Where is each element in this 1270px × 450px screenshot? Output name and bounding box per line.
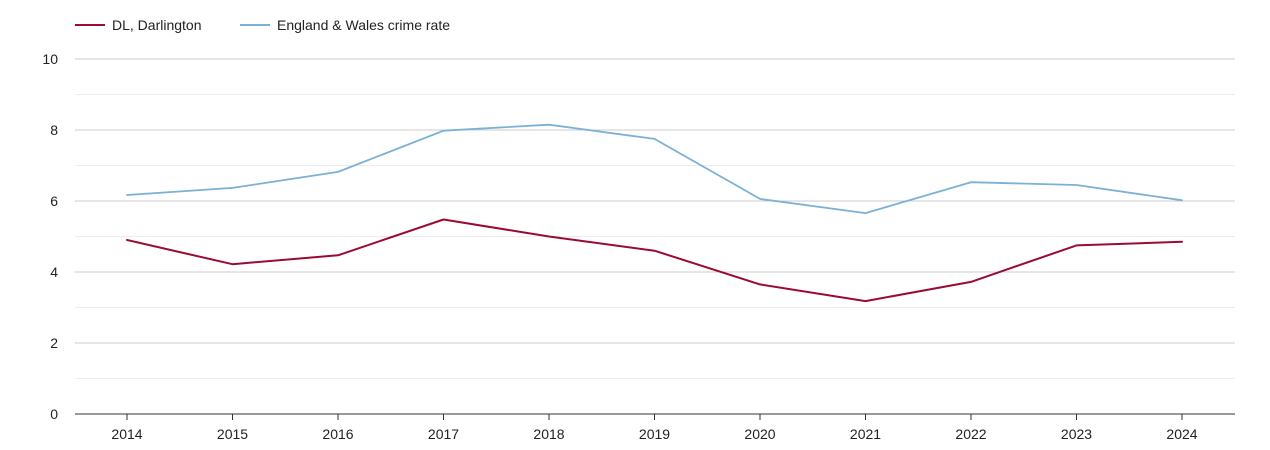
x-tick-label: 2014	[111, 426, 142, 442]
y-axis: 0 2 4 6 8 10	[42, 51, 58, 422]
x-tick-label: 2015	[217, 426, 248, 442]
legend: DL, Darlington England & Wales crime rat…	[75, 17, 450, 33]
x-tick-label: 2016	[322, 426, 353, 442]
x-tick-label: 2023	[1061, 426, 1092, 442]
x-tick-label: 2022	[955, 426, 986, 442]
x-tick-label: 2024	[1166, 426, 1197, 442]
y-tick-label: 10	[42, 51, 58, 67]
x-tick-label: 2019	[639, 426, 670, 442]
y-tick-label: 4	[50, 264, 58, 280]
legend-label-england-wales: England & Wales crime rate	[277, 17, 450, 33]
legend-label-darlington: DL, Darlington	[112, 17, 202, 33]
series-lines	[126, 123, 1183, 303]
x-tick-label: 2018	[533, 426, 564, 442]
y-tick-label: 6	[50, 193, 58, 209]
y-tick-label: 0	[50, 406, 58, 422]
series-line-england-wales	[126, 123, 1183, 215]
x-tick-label: 2017	[428, 426, 459, 442]
y-tick-label: 8	[50, 122, 58, 138]
x-tick-label: 2021	[850, 426, 881, 442]
grid	[75, 58, 1235, 379]
series-line-darlington	[126, 218, 1183, 303]
y-tick-label: 2	[50, 335, 58, 351]
x-tick-label: 2020	[744, 426, 775, 442]
x-axis: 2014 2015 2016 2017 2018 2019 2020 2021 2022 2023…	[75, 413, 1235, 442]
